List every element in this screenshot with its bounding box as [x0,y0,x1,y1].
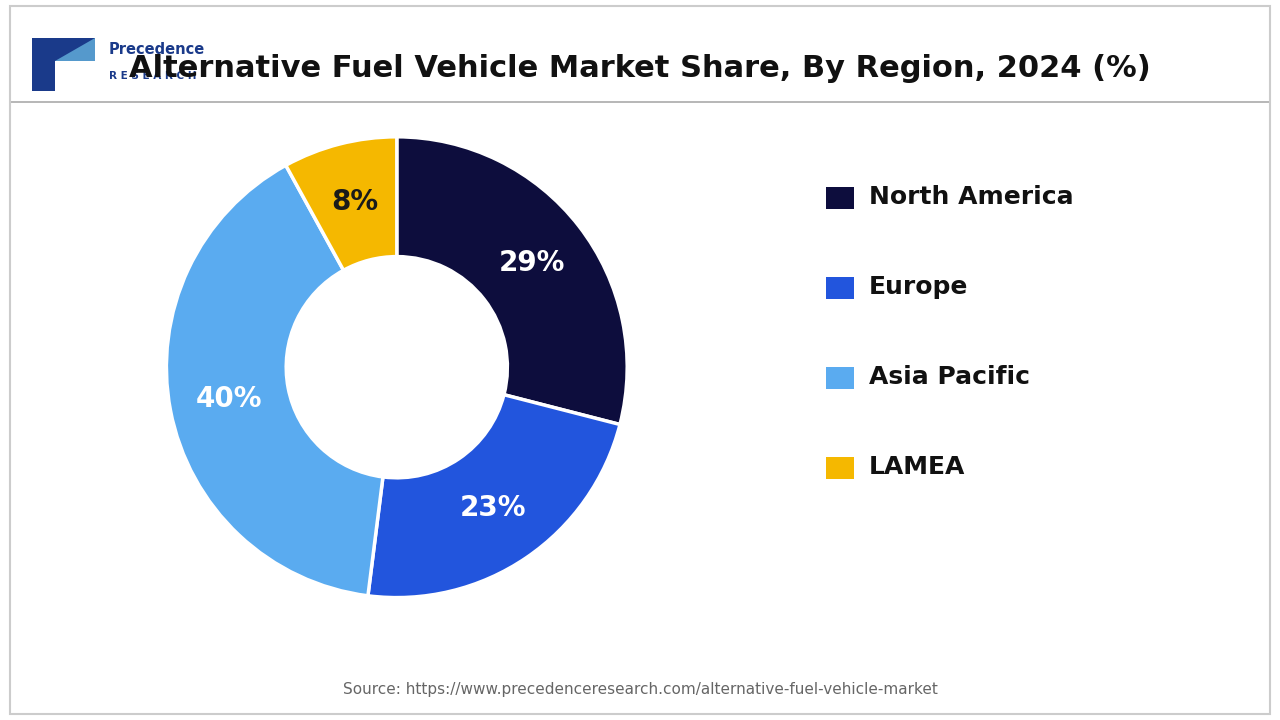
Text: 23%: 23% [460,494,526,522]
Text: Asia Pacific: Asia Pacific [869,364,1030,389]
Text: Source: https://www.precedenceresearch.com/alternative-fuel-vehicle-market: Source: https://www.precedenceresearch.c… [343,683,937,697]
Wedge shape [166,166,383,595]
Wedge shape [367,395,620,598]
Text: Alternative Fuel Vehicle Market Share, By Region, 2024 (%): Alternative Fuel Vehicle Market Share, B… [129,54,1151,83]
Text: 40%: 40% [196,385,262,413]
Text: 29%: 29% [498,248,564,276]
Text: R E S E A R C H: R E S E A R C H [109,71,196,81]
Text: North America: North America [869,184,1074,209]
Wedge shape [285,137,397,270]
Polygon shape [32,38,95,91]
Text: LAMEA: LAMEA [869,454,965,479]
Text: Europe: Europe [869,274,969,299]
Polygon shape [55,38,95,60]
Text: Precedence: Precedence [109,42,205,57]
Text: 8%: 8% [330,188,378,216]
Wedge shape [397,137,627,425]
